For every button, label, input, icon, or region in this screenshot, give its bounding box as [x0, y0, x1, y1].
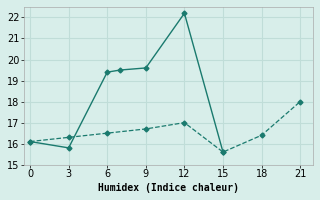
X-axis label: Humidex (Indice chaleur): Humidex (Indice chaleur) [98, 183, 239, 193]
